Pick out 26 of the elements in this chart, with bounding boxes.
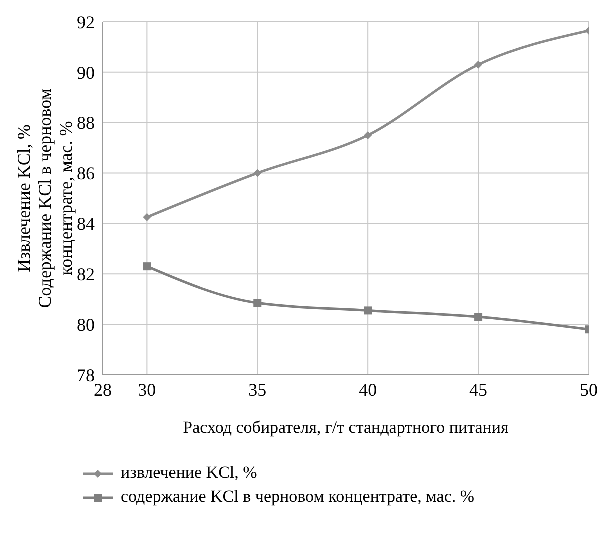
point xyxy=(364,131,372,140)
y-tick-label: 82 xyxy=(77,264,95,285)
x-axis-title: Расход собирателя, г/т стандартного питания xyxy=(183,418,509,437)
point xyxy=(474,60,483,69)
point xyxy=(474,313,483,322)
x-tick-label: 50 xyxy=(580,380,598,400)
x-tick-label: 35 xyxy=(248,380,267,400)
y-tick-label: 88 xyxy=(77,113,95,134)
y-tick-label: 90 xyxy=(77,62,95,83)
point xyxy=(254,169,262,178)
y-axis-title: Извлечение KCl, % Содержание KCl в черновом концентрате, мас. % xyxy=(14,88,76,308)
point xyxy=(364,306,372,315)
y-tick-label: 80 xyxy=(77,314,95,335)
y-tick-label: 78 xyxy=(77,365,95,386)
point xyxy=(254,299,262,308)
y-tick-label: 84 xyxy=(77,214,95,234)
point xyxy=(143,213,152,222)
y-tick-label: 86 xyxy=(77,164,95,184)
legend-label: содержание KCl в черновом концентрате, мас. % xyxy=(121,487,475,507)
x-tick-label: 30 xyxy=(138,380,156,400)
x-tick-label: 45 xyxy=(470,380,488,400)
x-tick-label: 28 xyxy=(94,380,112,400)
y-tick-label: 92 xyxy=(77,12,95,32)
legend-label: извлечение KCl, % xyxy=(121,463,258,483)
x-tick-label: 40 xyxy=(359,380,378,400)
point xyxy=(143,262,152,271)
